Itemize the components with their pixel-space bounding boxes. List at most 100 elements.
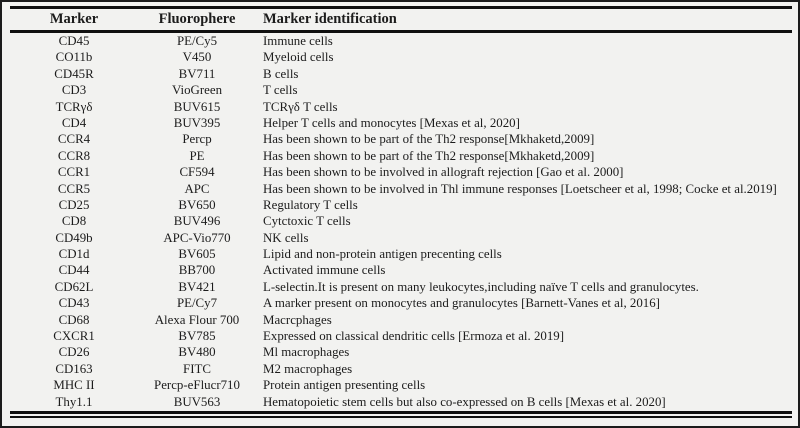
table-row: CD62L BV421 L-selectin.It is present on ma… (10, 279, 792, 295)
marker-cell: CD25 (58, 197, 90, 212)
table-row: CD68 Alexa Flour 700 Macrcphages (10, 312, 792, 328)
marker-cell: CCR1 (57, 165, 91, 180)
fluorophore-cell: VioGreen (171, 83, 223, 98)
marker-cell: MHC II (53, 378, 95, 393)
identification-cell: Helper T cells and monocytes [Mexas et a… (263, 115, 520, 130)
marker-cell: CCR5 (57, 181, 91, 196)
fluorophore-cell: CF594 (179, 165, 215, 180)
identification-cell: Regulatory T cells (263, 197, 358, 212)
identification-cell: Lipid and non-protein antigen precenting… (263, 247, 502, 262)
table-row: CO11b V450 Myeloid cells (10, 49, 792, 65)
identification-cell: Activated immune cells (263, 263, 386, 278)
fluorophore-cell: BV711 (178, 66, 216, 81)
identification-cell: Has been shown to be involved in Thl imm… (263, 181, 777, 196)
marker-cell: CD62L (54, 279, 94, 294)
identification-cell: Expressed on classical dendritic cells [… (263, 329, 565, 344)
identification-cell: T cells (263, 83, 298, 98)
marker-cell: CD26 (58, 345, 90, 360)
table-row: CD45 PE/Cy5 Immune cells (10, 33, 792, 49)
marker-cell: CXCR1 (53, 329, 95, 344)
marker-cell: CD44 (58, 263, 90, 278)
fluorophore-cell: BV421 (178, 279, 216, 294)
table-row: CD45R BV711 B cells (10, 66, 792, 82)
marker-cell: CCR8 (57, 148, 91, 163)
marker-cell: CO11b (55, 50, 93, 65)
marker-cell: CD1d (58, 247, 90, 262)
table-row: TCRγδ BUV615 TCRγδ T cells (10, 99, 792, 115)
table-row: CD163 FITC M2 macrophages (10, 361, 792, 377)
table-bottom-rule-thick (10, 410, 792, 414)
identification-cell: Myeloid cells (263, 50, 334, 65)
fluorophore-cell: BUV615 (173, 99, 221, 114)
identification-cell: Immune cells (263, 34, 333, 48)
identification-cell: Has been shown to be part of the Th2 res… (263, 132, 595, 147)
fluorophore-cell: PE/Cy5 (176, 34, 218, 48)
fluorophore-cell: V450 (182, 50, 212, 65)
table-row: CCR4 Percp Has been shown to be part of th… (10, 131, 792, 147)
fluorophore-cell: BUV496 (173, 214, 221, 229)
table-row: CD43 PE/Cy7 A marker present on monocytes … (10, 295, 792, 311)
table-row: CXCR1 BV785 Expressed on classical dendrit… (10, 328, 792, 344)
fluorophore-cell: Percp-eFlucr710 (154, 378, 240, 393)
table-row: CD1d BV605 Lipid and non-protein antigen p… (10, 246, 792, 262)
identification-cell: TCRγδ T cells (263, 99, 338, 114)
fluorophore-cell: PE (189, 148, 205, 163)
marker-cell: CD45R (54, 66, 94, 81)
table-row: MHC II Percp-eFlucr710 Protein antigen pre… (10, 377, 792, 393)
identification-cell: Cytctoxic T cells (263, 214, 351, 229)
identification-cell: Has been shown to be involved in allogra… (263, 165, 624, 180)
marker-cell: CD43 (58, 296, 90, 311)
marker-cell: CD163 (55, 361, 93, 376)
table-header-rule (10, 30, 792, 33)
column-header-fluorophore: Fluorophere (158, 11, 236, 27)
identification-cell: Hematopoietic stem cells but also co-exp… (263, 394, 666, 409)
table-row: CD4 BUV395 Helper T cells and monocytes [M… (10, 115, 792, 131)
table-row: CD8 BUV496 Cytctoxic T cells (10, 213, 792, 229)
fluorophore-cell: APC-Vio770 (163, 230, 231, 245)
marker-cell: CD3 (61, 83, 87, 98)
marker-cell: CD4 (61, 115, 87, 130)
marker-cell: CD8 (61, 214, 87, 229)
identification-cell: Macrcphages (263, 312, 332, 327)
table-container: Marker Fluorophere Marker identification… (2, 6, 798, 418)
table-row: CD26 BV480 Ml macrophages (10, 344, 792, 360)
fluorophore-cell: BUV563 (173, 394, 221, 409)
marker-cell: Thy1.1 (55, 394, 93, 409)
fluorophore-cell: Alexa Flour 700 (154, 312, 240, 327)
table-row: CCR8 PE Has been shown to be part of the T… (10, 148, 792, 164)
marker-cell: CD68 (58, 312, 90, 327)
table-row: CCR5 APC Has been shown to be involved in … (10, 181, 792, 197)
identification-cell: Has been shown to be part of the Th2 res… (263, 148, 595, 163)
table-row: CCR1 CF594 Has been shown to be involved i… (10, 164, 792, 180)
marker-cell: TCRγδ (55, 99, 93, 114)
column-header-identification: Marker identification (263, 11, 397, 27)
identification-cell: Protein antigen presenting cells (263, 378, 426, 393)
identification-cell: L-selectin.It is present on many leukocy… (263, 279, 699, 294)
fluorophore-cell: BV650 (178, 197, 216, 212)
fluorophore-cell: FITC (183, 361, 211, 376)
table-row: CD44 BB700 Activated immune cells (10, 262, 792, 278)
fluorophore-cell: BV605 (178, 247, 216, 262)
marker-cell: CD49b (55, 230, 93, 245)
fluorophore-cell: BUV395 (173, 115, 221, 130)
table-row: CD3 VioGreen T cells (10, 82, 792, 98)
identification-cell: A marker present on monocytes and granul… (263, 296, 660, 311)
fluorophore-cell: PE/Cy7 (176, 296, 218, 311)
fluorophore-cell: BB700 (178, 263, 216, 278)
table-row: CD49b APC-Vio770 NK cells (10, 230, 792, 246)
identification-cell: NK cells (263, 230, 309, 245)
table-body: CD45 PE/Cy5 Immune cells CO11b V450 Myeloid c… (10, 33, 792, 410)
fluorophore-cell: APC (184, 181, 210, 196)
column-header-marker: Marker (49, 11, 99, 27)
fluorophore-cell: BV785 (178, 329, 216, 344)
identification-cell: B cells (263, 66, 299, 81)
fluorophore-cell: BV480 (178, 345, 216, 360)
table-row: CD25 BV650 Regulatory T cells (10, 197, 792, 213)
table-header-row: Marker Fluorophere Marker identification (10, 9, 792, 30)
marker-cell: CD45 (58, 34, 90, 48)
table-top-rule (10, 6, 792, 9)
marker-cell: CCR4 (57, 132, 91, 147)
fluorophore-cell: Percp (182, 132, 212, 147)
table-row: Thy1.1 BUV563 Hematopoietic stem cells but… (10, 394, 792, 410)
